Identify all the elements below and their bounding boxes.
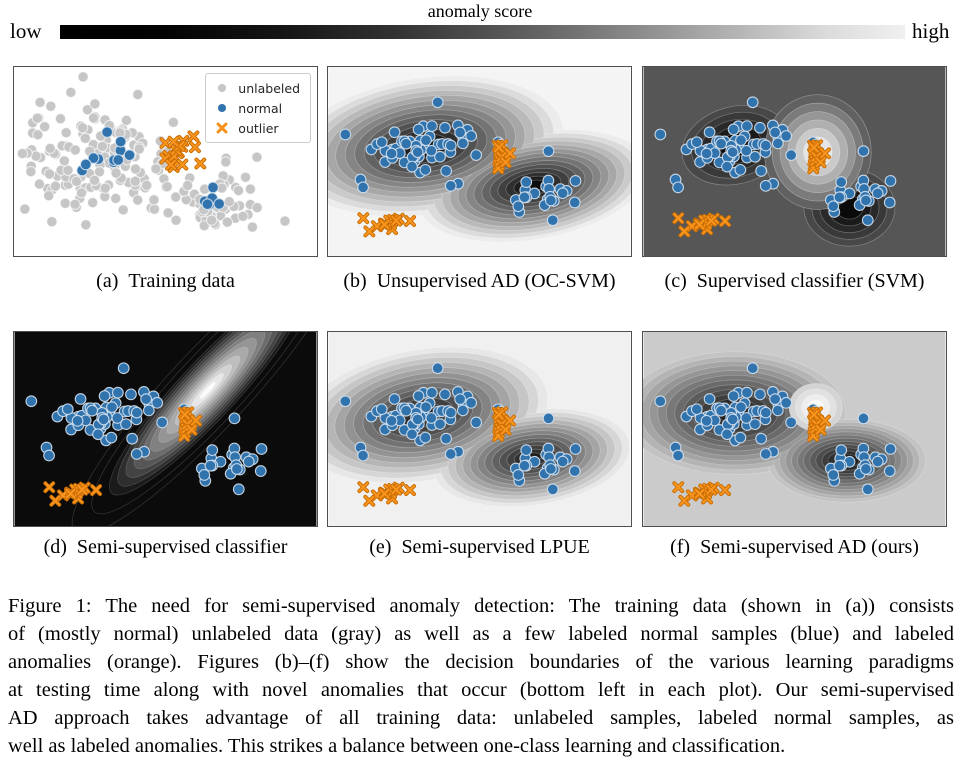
panel-b-ocsvm: [327, 66, 632, 257]
caption-line: at testing time along with novel anomali…: [8, 679, 954, 701]
panel-d-semisupervised-classifier: [13, 331, 318, 527]
panel-a-index: (a): [96, 270, 119, 292]
panel-f-caption: (f) Semi-supervised AD (ours): [642, 536, 947, 559]
panel-f-plot: [643, 332, 946, 526]
panel-c-index: (c): [664, 270, 687, 292]
panel-e-caption: (e) Semi-supervised LPUE: [327, 536, 632, 559]
panel-c-caption: (c) Supervised classifier (SVM): [642, 270, 947, 293]
colorbar-gradient-bar: [60, 25, 905, 39]
caption-line: of (mostly normal) unlabeled data (gray)…: [8, 623, 954, 645]
legend-item-normal: normal: [213, 98, 300, 118]
panel-c-plot: [643, 67, 946, 256]
panel-e-plot: [328, 332, 631, 526]
caption-line: anomalies (orange). Figures (b)–(f) show…: [8, 651, 954, 673]
figure-caption: Figure 1: The need for semi-supervised a…: [8, 592, 954, 760]
panel-a-training-data: unlabeled normal outlier: [13, 66, 318, 257]
panel-a-caption: (a) Training data: [13, 270, 318, 293]
panel-c-svm: [642, 66, 947, 257]
panel-b-title: Unsupervised AD (OC-SVM): [376, 270, 616, 292]
panel-d-index: (d): [43, 536, 67, 558]
caption-line: AD approach takes advantage of all train…: [8, 707, 954, 729]
legend-item-outlier: outlier: [213, 118, 300, 138]
panel-a-title: Training data: [128, 270, 235, 292]
panel-d-plot: [14, 332, 317, 526]
legend-label: outlier: [238, 120, 279, 136]
panel-f-semisupervised-ad: [642, 331, 947, 527]
panel-d-title: Semi-supervised classifier: [76, 536, 288, 558]
panel-e-title: Semi-supervised LPUE: [401, 536, 590, 558]
normal-dot-icon: [213, 101, 231, 115]
colorbar-low-label: low: [10, 19, 42, 43]
colorbar-high-label: high: [912, 19, 950, 43]
panel-f-index: (f): [670, 536, 691, 558]
panel-b-plot: [328, 67, 631, 256]
caption-line: well as labeled anomalies. This strikes …: [8, 735, 786, 757]
panel-b-index: (b): [343, 270, 367, 292]
panel-b-caption: (b) Unsupervised AD (OC-SVM): [327, 270, 632, 293]
panel-c-title: Supervised classifier (SVM): [696, 270, 925, 292]
panel-e-lpue: [327, 331, 632, 527]
legend-label: normal: [238, 100, 283, 116]
panel-d-caption: (d) Semi-supervised classifier: [13, 536, 318, 559]
legend-item-unlabeled: unlabeled: [213, 78, 300, 98]
panel-e-index: (e): [369, 536, 392, 558]
caption-line: Figure 1: The need for semi-supervised a…: [8, 595, 954, 617]
unlabeled-dot-icon: [213, 81, 231, 95]
panel-f-title: Semi-supervised AD (ours): [700, 536, 919, 558]
legend: unlabeled normal outlier: [205, 73, 311, 143]
colorbar-title: anomaly score: [427, 1, 533, 21]
legend-label: unlabeled: [238, 80, 300, 96]
outlier-x-icon: [213, 121, 231, 135]
